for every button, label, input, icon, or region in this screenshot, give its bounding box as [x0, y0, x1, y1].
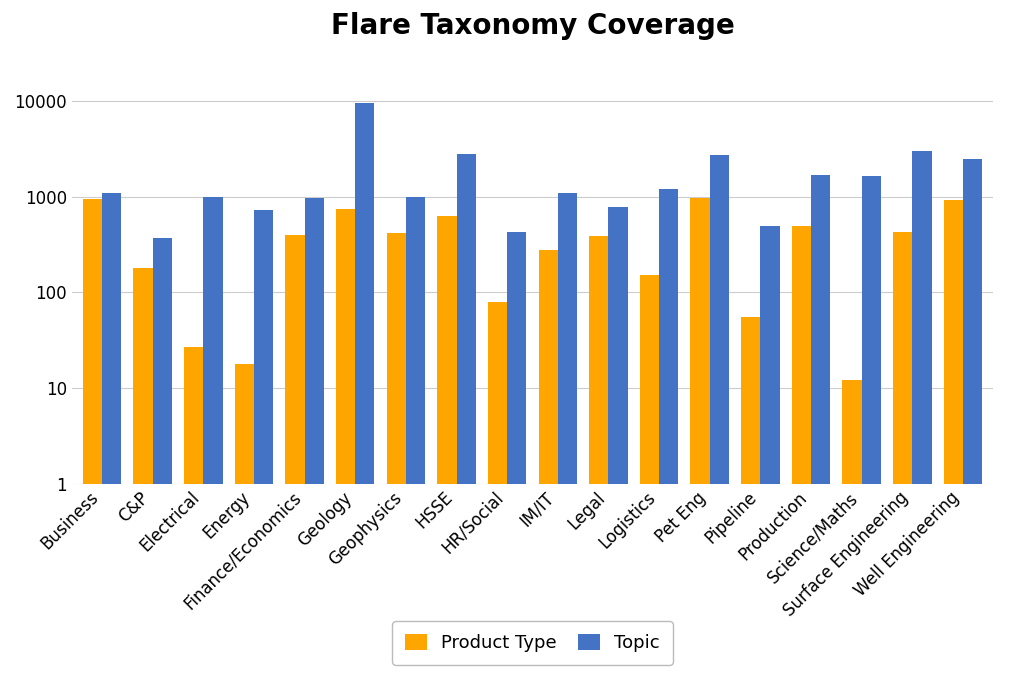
Bar [406, 198, 425, 691]
Bar [659, 189, 678, 691]
Bar [437, 216, 457, 691]
Bar [843, 381, 861, 691]
Bar [457, 154, 476, 691]
Bar [589, 236, 608, 691]
Bar [792, 226, 811, 691]
Bar [133, 268, 153, 691]
Bar [608, 207, 628, 691]
Bar [487, 301, 507, 691]
Bar [286, 235, 304, 691]
Bar [710, 155, 729, 691]
Bar [944, 200, 963, 691]
Bar [539, 249, 558, 691]
Bar [690, 198, 710, 691]
Bar [811, 175, 830, 691]
Bar [761, 226, 779, 691]
Legend: Product Type, Topic: Product Type, Topic [392, 621, 673, 665]
Bar [153, 238, 172, 691]
Bar [387, 233, 406, 691]
Bar [861, 176, 881, 691]
Bar [558, 193, 578, 691]
Bar [507, 231, 526, 691]
Bar [963, 158, 982, 691]
Bar [741, 317, 761, 691]
Bar [893, 231, 912, 691]
Bar [102, 193, 121, 691]
Bar [304, 198, 324, 691]
Title: Flare Taxonomy Coverage: Flare Taxonomy Coverage [331, 12, 734, 41]
Bar [254, 210, 273, 691]
Bar [336, 209, 355, 691]
Bar [355, 103, 375, 691]
Bar [234, 363, 254, 691]
Bar [912, 151, 932, 691]
Bar [204, 198, 222, 691]
Bar [184, 347, 204, 691]
Bar [640, 276, 659, 691]
Bar [83, 199, 102, 691]
